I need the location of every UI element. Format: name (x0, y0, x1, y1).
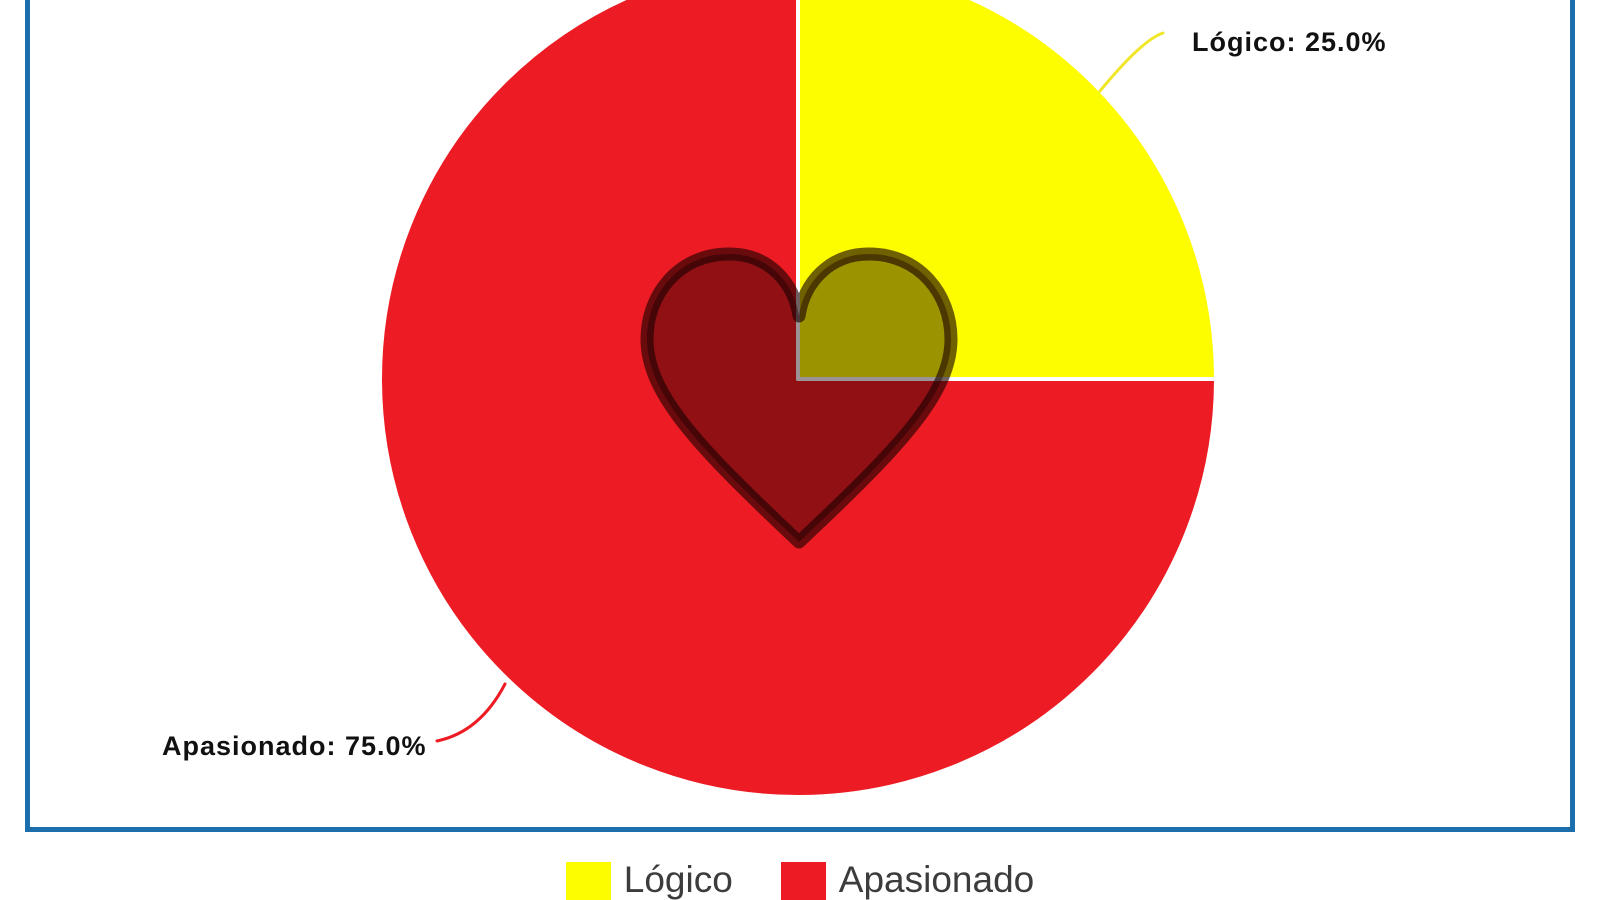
leader-line-logico (1098, 31, 1165, 93)
legend-label-logico: Lógico (623, 859, 733, 900)
callout-label-logico: Lógico: 25.0% (1192, 27, 1387, 57)
legend-item-apasionado: Apasionado (780, 858, 1035, 900)
legend-item-logico: Lógico (565, 858, 733, 900)
legend: Lógico Apasionado (0, 858, 1600, 900)
leader-line-apasionado (435, 682, 507, 743)
pie-slice-logico (796, 0, 1218, 381)
chart-frame (25, 0, 1575, 832)
legend-swatch-apasionado (780, 862, 826, 900)
pie-slice-apasionado (378, 0, 1218, 799)
callout-label-apasionado: Apasionado: 75.0% (162, 731, 427, 761)
legend-swatch-logico (565, 862, 611, 900)
heart-icon (640, 247, 958, 549)
legend-label-apasionado: Apasionado (838, 859, 1035, 900)
